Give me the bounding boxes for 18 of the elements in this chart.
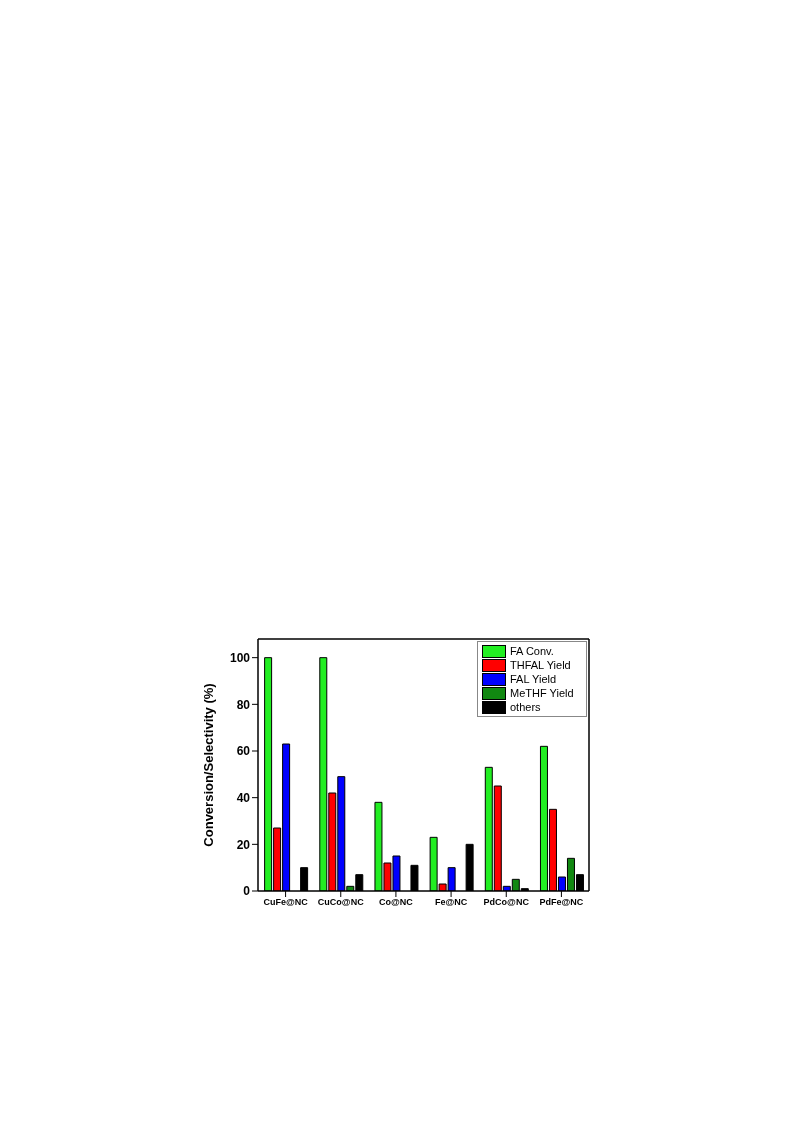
x-tick-label: CuFe@NC — [263, 897, 309, 908]
y-tick-label: 0 — [243, 884, 251, 899]
x-tick-label: Fe@NC — [434, 897, 468, 908]
x-tick-label: PdCo@NC — [483, 897, 530, 908]
legend-label: MeTHF Yield — [510, 686, 574, 700]
legend-label: FAL Yield — [510, 672, 557, 686]
y-tick-label: 40 — [236, 790, 251, 805]
y-tick-label: 20 — [236, 837, 251, 852]
y-axis-title: Conversion/Selectivity (%) — [200, 683, 216, 847]
x-tick-label: CuCo@NC — [317, 897, 365, 908]
y-tick-label: 60 — [236, 744, 251, 759]
y-tick-label: 80 — [236, 697, 251, 712]
x-tick-label: Co@NC — [379, 897, 414, 908]
legend-label: FA Conv. — [510, 644, 554, 658]
legend-label: THFAL Yield — [510, 658, 571, 672]
x-tick-label: PdFe@NC — [539, 897, 584, 908]
legend-label: others — [510, 700, 541, 714]
y-tick-label: 100 — [229, 650, 251, 665]
